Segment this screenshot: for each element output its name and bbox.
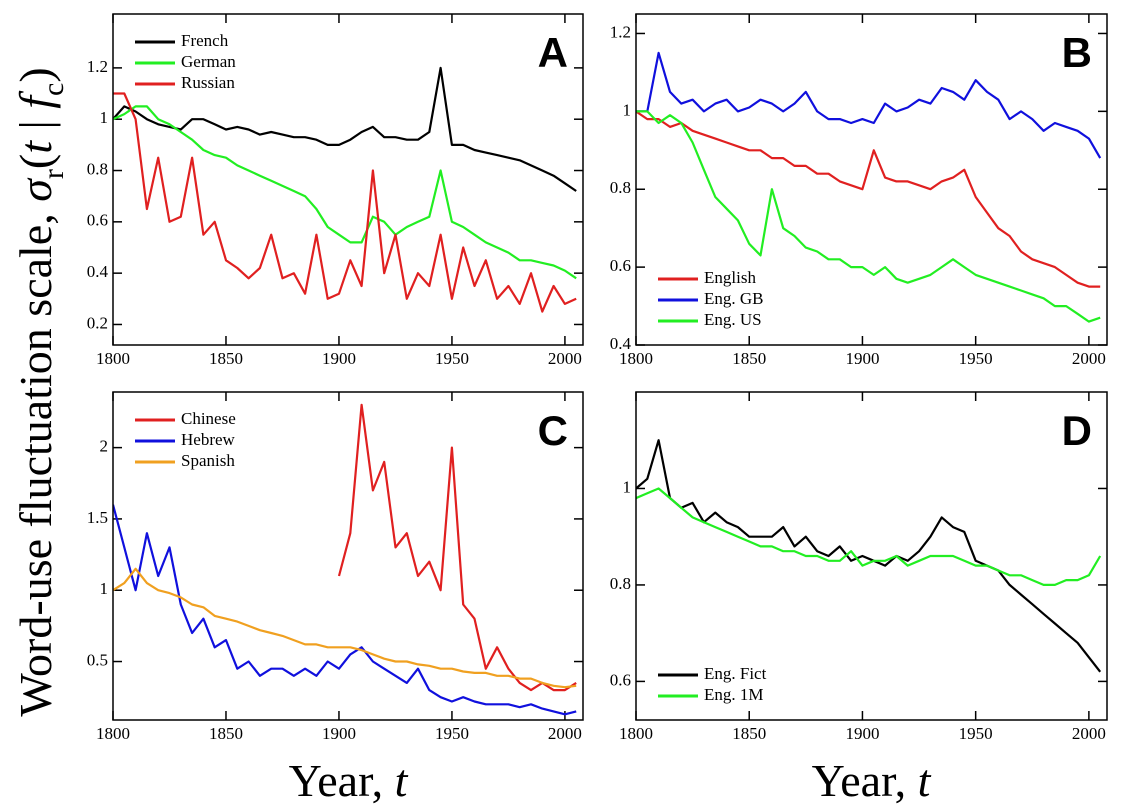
x-tick-label: 1900 (845, 724, 879, 743)
plot-frame (635, 13, 1108, 346)
y-tick-label: 0.5 (87, 650, 108, 669)
y-tick-label: 1 (100, 579, 109, 598)
legend-label: Chinese (181, 409, 236, 428)
axis-title-part: t (395, 755, 409, 806)
x-tick-label: 1850 (732, 724, 766, 743)
y-tick-label: 0.6 (610, 256, 631, 275)
x-tick-label: 2000 (548, 724, 582, 743)
panel-label: C (538, 407, 568, 454)
axis-title-part: t (918, 755, 932, 806)
y-tick-label: 0.4 (610, 334, 632, 353)
axis-title-part: c (37, 83, 70, 96)
x-tick-label: 2000 (548, 349, 582, 368)
panel: 0.4 0.6 0.8 1 1.2 1800 1850 1900 1950 2000 B Englis… (610, 13, 1108, 368)
legend-label: Hebrew (181, 430, 236, 449)
y-tick-label: 0.4 (87, 262, 109, 281)
axis-title-part: | (10, 109, 61, 141)
series-line (636, 487, 1102, 586)
plot-frame (112, 391, 584, 721)
legend-label: Russian (181, 73, 235, 92)
x-tick-label: 1900 (322, 349, 356, 368)
axis-title-part: Year, (812, 755, 918, 806)
x-tick-label: 1900 (845, 349, 879, 368)
x-tick-label: 1850 (732, 349, 766, 368)
axis-title-part: ( (10, 154, 61, 169)
y-tick-label: 2 (100, 437, 109, 456)
plot-frame (635, 391, 1108, 721)
x-tick-label: 1850 (209, 349, 243, 368)
series-line (113, 504, 577, 716)
legend-label: English (704, 268, 756, 287)
x-tick-label: 1800 (619, 724, 653, 743)
y-tick-label: 0.6 (87, 211, 108, 230)
x-axis-title: Year, t (812, 755, 932, 806)
legend-label: German (181, 52, 236, 71)
x-tick-label: 1950 (959, 724, 993, 743)
axis-title-part: ) (10, 67, 61, 82)
series-line (337, 403, 577, 692)
axis-title-part: r (37, 169, 70, 179)
axis-title-part: Word-use fluctuation scale, (10, 202, 61, 717)
legend-label: Eng. US (704, 310, 762, 329)
panel: 0.6 0.8 1 1800 1850 1900 1950 2000 D Eng. Fict Eng… (610, 391, 1108, 743)
y-tick-label: 1.2 (87, 57, 108, 76)
x-tick-label: 1800 (96, 724, 130, 743)
x-axis-title: Year, t (289, 755, 409, 806)
series-line (636, 51, 1102, 159)
y-tick-label: 1.5 (87, 508, 108, 527)
x-tick-label: 1950 (435, 724, 469, 743)
x-tick-label: 1950 (959, 349, 993, 368)
axis-title-part: σ (10, 177, 61, 202)
panel: 0.2 0.4 0.6 0.8 1 1.2 1800 1850 1900 1950 2000 A Fre… (87, 13, 584, 368)
y-tick-label: 0.8 (610, 574, 631, 593)
x-tick-label: 1950 (435, 349, 469, 368)
axis-title-part: t (10, 140, 61, 154)
legend-label: Eng. GB (704, 289, 764, 308)
y-tick-label: 1 (623, 100, 632, 119)
panel: 0.5 1 1.5 2 1800 1850 1900 1950 2000 C Chinese Hebr… (87, 391, 584, 743)
series-line (113, 66, 577, 192)
x-tick-label: 2000 (1072, 724, 1106, 743)
axis-title-part: Year, (289, 755, 395, 806)
series-line (636, 439, 1102, 673)
panel-label: D (1062, 407, 1092, 454)
x-tick-label: 1800 (619, 349, 653, 368)
y-axis-title: Word-use fluctuation scale, σr(t | fc) (10, 67, 71, 716)
y-tick-label: 0.6 (610, 670, 631, 689)
legend-label: Eng. 1M (704, 685, 764, 704)
series-line (113, 92, 577, 313)
y-tick-label: 0.8 (87, 159, 108, 178)
legend-label: French (181, 31, 229, 50)
series-line (113, 105, 577, 280)
series-line (636, 110, 1101, 323)
x-tick-label: 1800 (96, 349, 130, 368)
legend-label: Eng. Fict (704, 664, 767, 683)
panel-label: B (1062, 29, 1092, 76)
x-tick-label: 1900 (322, 724, 356, 743)
x-tick-label: 2000 (1072, 349, 1106, 368)
y-tick-label: 1 (100, 108, 109, 127)
x-tick-label: 1850 (209, 724, 243, 743)
panel-label: A (538, 29, 568, 76)
y-tick-label: 1 (623, 477, 632, 496)
series-line (636, 110, 1101, 288)
series-line (113, 567, 577, 689)
y-tick-label: 0.2 (87, 313, 108, 332)
legend-label: Spanish (181, 451, 235, 470)
plot-frame (112, 13, 584, 346)
y-tick-label: 1.2 (610, 22, 631, 41)
y-tick-label: 0.8 (610, 178, 631, 197)
